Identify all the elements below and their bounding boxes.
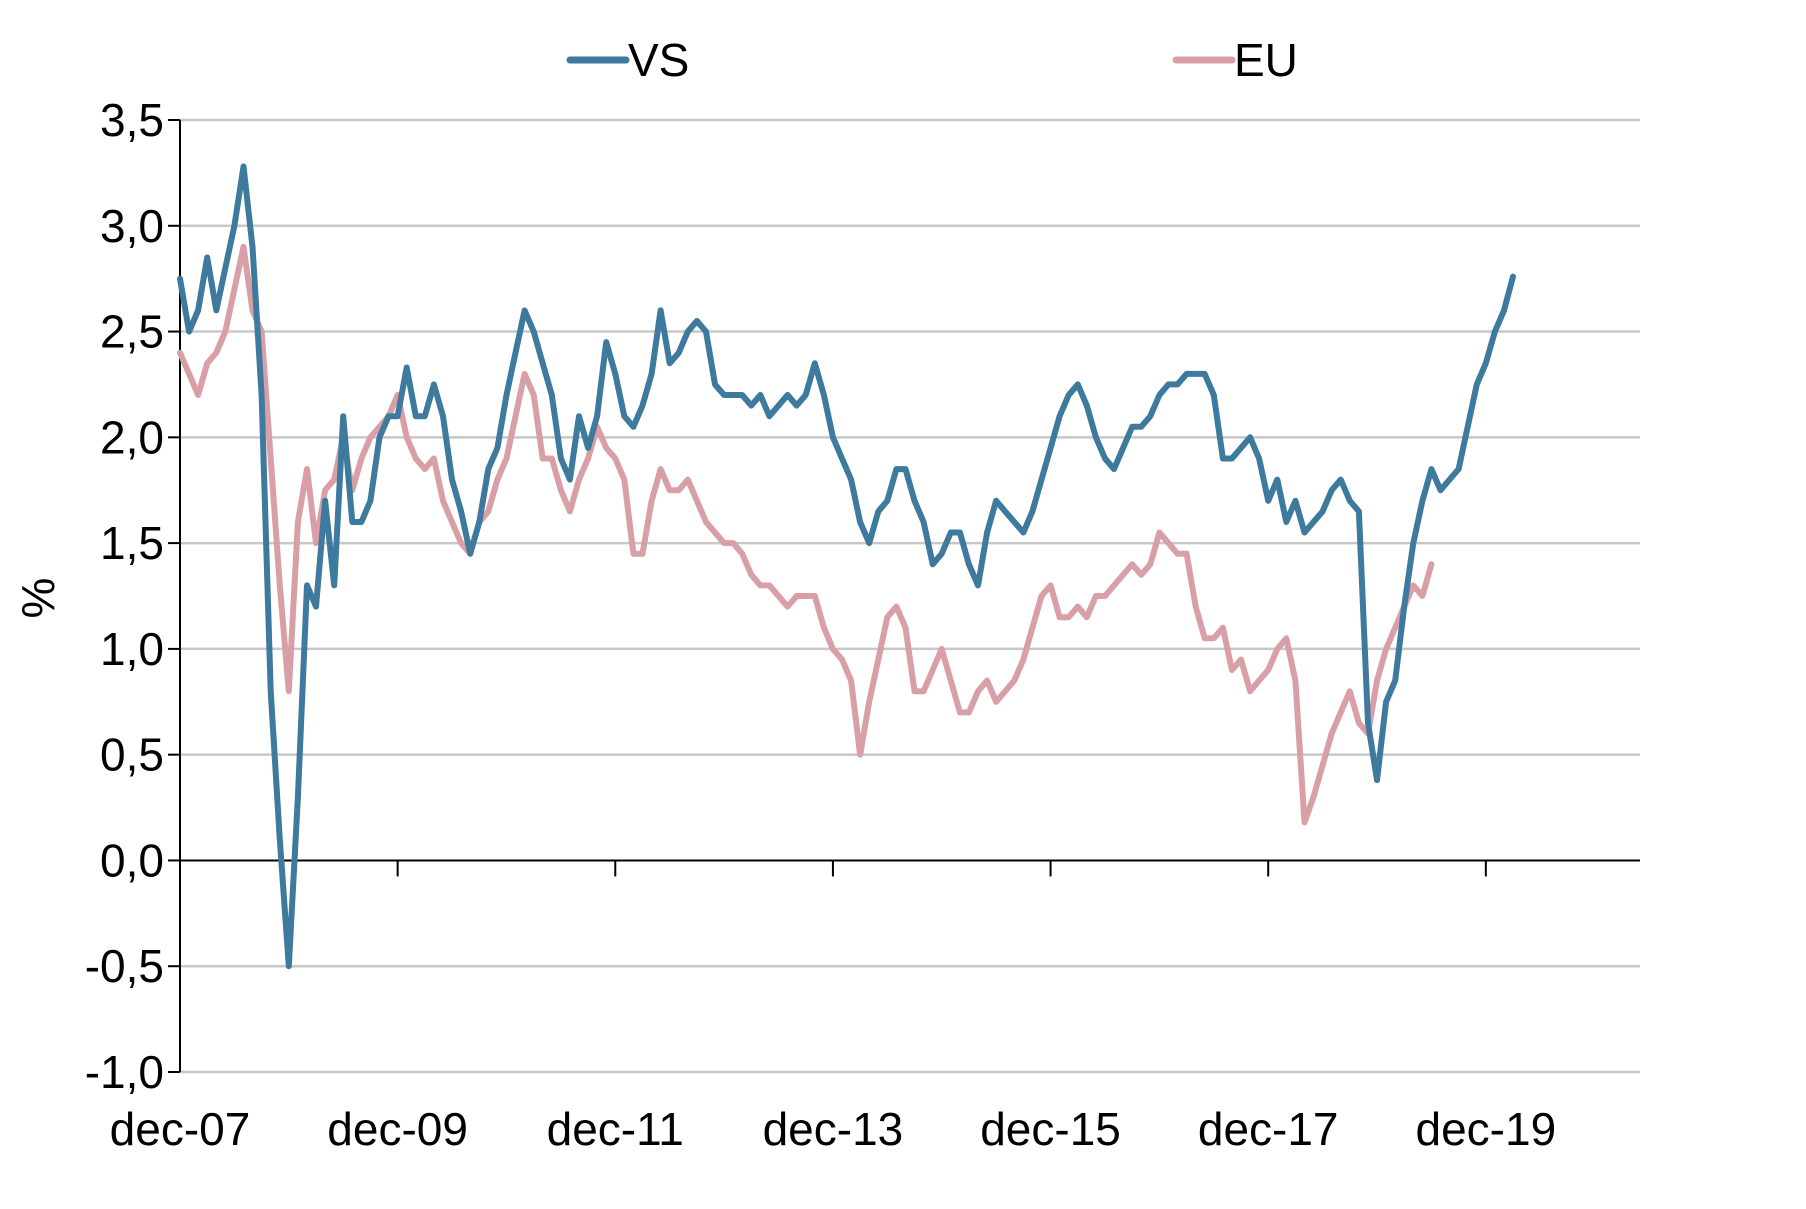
y-tick-label: -1,0 [85, 1046, 164, 1098]
series-line-eu [177, 243, 1435, 826]
x-tick-label: dec-15 [980, 1103, 1121, 1155]
y-tick-label: 3,5 [100, 94, 164, 146]
y-tick-label: 3,0 [100, 200, 164, 252]
legend-label-eu: EU [1234, 34, 1298, 86]
y-axis-title: % [12, 578, 64, 619]
x-tick-label: dec-07 [110, 1103, 251, 1155]
axes [168, 119, 1640, 1073]
y-tick-label: 2,5 [100, 306, 164, 358]
y-tick-label: 1,0 [100, 623, 164, 675]
legend-label-vs: VS [628, 34, 689, 86]
x-tick-label: dec-17 [1198, 1103, 1339, 1155]
x-tick-label: dec-11 [547, 1103, 684, 1155]
legend: VS EU [566, 34, 1298, 86]
series-line-vs [177, 163, 1516, 970]
y-tick-label: 2,0 [100, 411, 164, 463]
y-tick-label: 1,5 [100, 517, 164, 569]
y-tick-label: 0,0 [100, 834, 164, 886]
x-axis-tick-labels: dec-07 dec-09 dec-11 dec-13 dec-15 dec-17 dec-… [110, 1103, 1556, 1155]
x-tick-label: dec-13 [763, 1103, 904, 1155]
y-tick-label: 0,5 [100, 729, 164, 781]
series-lines [177, 163, 1516, 970]
x-tick-label: dec-09 [327, 1103, 468, 1155]
x-tick-label: dec-19 [1416, 1103, 1557, 1155]
y-axis-tick-labels: 3,5 3,0 2,5 2,0 1,5 1,0 0,5 0,0 -0,5 -1,0 [85, 94, 164, 1098]
y-tick-label: -0,5 [85, 940, 164, 992]
